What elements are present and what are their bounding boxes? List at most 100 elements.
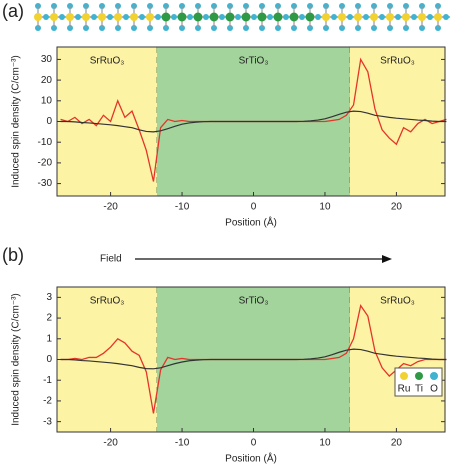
y-tick-label: 0 xyxy=(46,116,52,127)
x-tick-label: 20 xyxy=(391,438,403,449)
atom xyxy=(402,13,410,21)
atom-o xyxy=(411,14,417,20)
atom-o xyxy=(107,14,113,20)
atom xyxy=(50,13,58,21)
atom xyxy=(434,13,442,21)
atom xyxy=(130,13,138,21)
atom xyxy=(146,13,154,21)
x-tick-label: 0 xyxy=(251,202,257,213)
atom-o xyxy=(363,14,369,20)
atom xyxy=(82,13,90,21)
legend-label: Ru xyxy=(398,384,411,395)
atom-o xyxy=(139,14,145,20)
atom-o xyxy=(203,14,209,20)
atom xyxy=(354,13,362,21)
y-axis-label: Induced spin density (C/cm⁻³) xyxy=(11,55,22,188)
x-tick-label: 0 xyxy=(251,438,257,449)
atom xyxy=(177,12,187,22)
atom xyxy=(66,13,74,21)
legend-swatch xyxy=(415,372,423,380)
x-tick-label: 10 xyxy=(319,202,331,213)
y-tick-label: 30 xyxy=(41,54,53,65)
region-label: SrRuO₃ xyxy=(380,56,415,67)
y-axis-label: Induced spin density (C/cm⁻³) xyxy=(11,293,22,426)
region-label: SrRuO₃ xyxy=(90,56,125,67)
atom-o xyxy=(187,14,193,20)
atom-o xyxy=(155,14,161,20)
atom xyxy=(273,12,283,22)
y-tick-label: 1 xyxy=(46,333,52,344)
y-tick-label: 10 xyxy=(41,95,53,106)
atom-o xyxy=(267,14,273,20)
x-tick-label: -20 xyxy=(103,202,118,213)
atom-o xyxy=(123,14,129,20)
y-tick-label: 0 xyxy=(46,354,52,365)
atom xyxy=(289,12,299,22)
atom xyxy=(257,12,267,22)
series-line xyxy=(60,348,447,370)
x-axis-label: Position (Å) xyxy=(225,452,277,465)
atom xyxy=(161,12,171,22)
atom-o xyxy=(443,14,449,20)
atom xyxy=(114,13,122,21)
atom-o xyxy=(219,14,225,20)
y-tick-label: 20 xyxy=(41,75,53,86)
plot-frame xyxy=(56,46,446,197)
x-tick-label: -10 xyxy=(175,438,190,449)
y-tick-label: -10 xyxy=(38,137,53,148)
atom-o xyxy=(299,14,305,20)
atom-o xyxy=(315,14,321,20)
atom xyxy=(193,12,203,22)
x-tick-label: 20 xyxy=(391,202,403,213)
atom-o xyxy=(75,14,81,20)
y-tick-label: 2 xyxy=(46,313,52,324)
atom-o xyxy=(251,14,257,20)
atom-o xyxy=(379,14,385,20)
series-line xyxy=(60,110,447,133)
arrow-head xyxy=(382,255,392,263)
atom xyxy=(225,12,235,22)
atom xyxy=(305,12,315,22)
atom-o xyxy=(347,14,353,20)
atom xyxy=(209,12,219,22)
atom-o xyxy=(171,14,177,20)
panel-label: (b) xyxy=(2,245,24,265)
atom xyxy=(241,12,251,22)
atom-o xyxy=(283,14,289,20)
y-tick-label: 3 xyxy=(46,292,52,303)
atom xyxy=(386,13,394,21)
y-tick-label: -30 xyxy=(38,178,53,189)
y-tick-label: -3 xyxy=(43,416,52,427)
atom-o xyxy=(331,14,337,20)
atom-o xyxy=(427,14,433,20)
atom-o xyxy=(43,14,49,20)
plot-frame xyxy=(56,286,446,433)
region-label: SrRuO₃ xyxy=(90,296,125,307)
x-tick-label: -10 xyxy=(175,202,190,213)
atom-o xyxy=(91,14,97,20)
y-tick-label: -20 xyxy=(38,158,53,169)
atom xyxy=(418,13,426,21)
atom-o xyxy=(235,14,241,20)
legend-swatch xyxy=(430,372,438,380)
annotation: Field xyxy=(100,254,122,265)
legend-label: O xyxy=(430,384,438,395)
legend-label: Ti xyxy=(415,384,423,395)
y-tick-label: -2 xyxy=(43,396,52,407)
atom xyxy=(98,13,106,21)
region-label: SrTiO₃ xyxy=(239,56,269,67)
panel-label: (a) xyxy=(2,1,24,21)
atom xyxy=(370,13,378,21)
region-label: SrTiO₃ xyxy=(239,296,269,307)
atom-o xyxy=(59,14,65,20)
legend-swatch xyxy=(400,372,408,380)
atom xyxy=(34,13,42,21)
atom xyxy=(322,13,330,21)
atom-o xyxy=(395,14,401,20)
x-tick-label: 10 xyxy=(319,438,331,449)
x-tick-label: -20 xyxy=(103,438,118,449)
region-label: SrRuO₃ xyxy=(380,296,415,307)
x-axis-label: Position (Å) xyxy=(225,216,277,229)
y-tick-label: -1 xyxy=(43,375,52,386)
